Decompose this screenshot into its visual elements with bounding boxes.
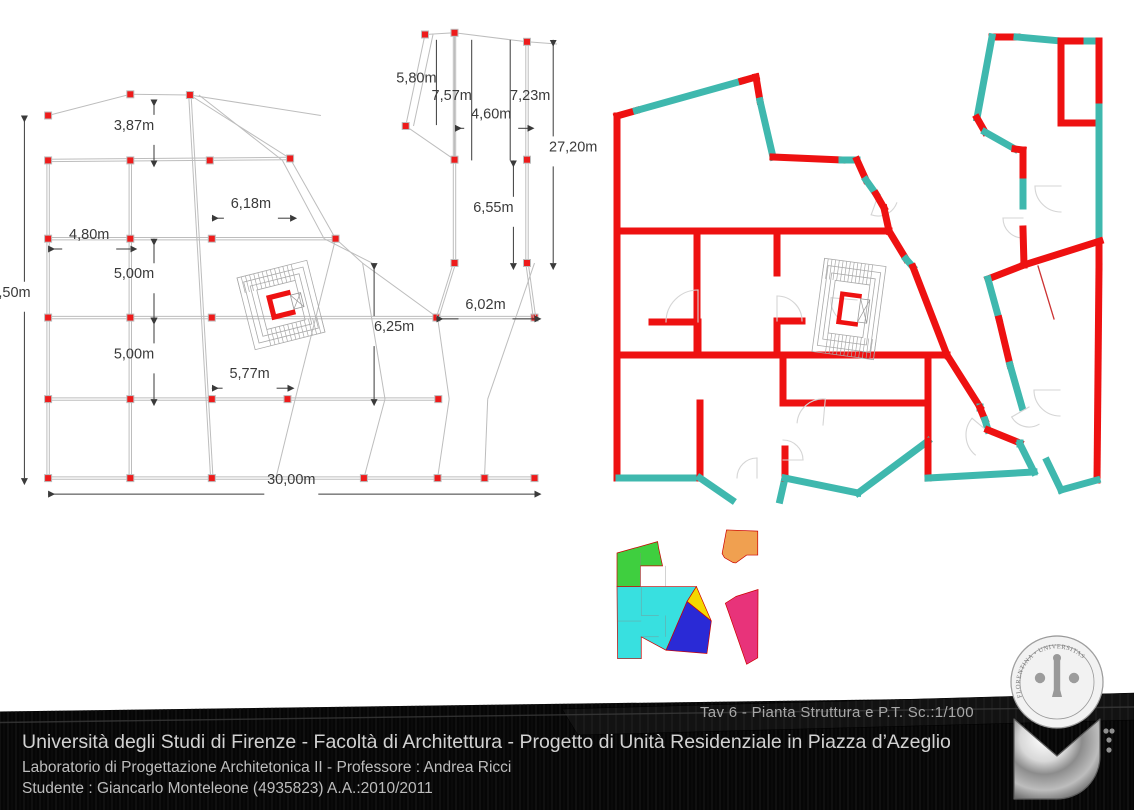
svg-text:6,02m: 6,02m (465, 297, 505, 313)
svg-text:30,00m: 30,00m (267, 472, 315, 488)
svg-text:27,20m: 27,20m (549, 139, 597, 155)
svg-text:4,80m: 4,80m (69, 227, 109, 243)
svg-text:22,50m: 22,50m (0, 285, 31, 301)
svg-text:4,60m: 4,60m (471, 106, 511, 122)
svg-text:6,55m: 6,55m (473, 200, 513, 216)
svg-text:3,87m: 3,87m (114, 118, 154, 134)
svg-text:5,77m: 5,77m (229, 366, 269, 382)
svg-text:5,80m: 5,80m (396, 71, 436, 87)
svg-text:5,00m: 5,00m (114, 346, 154, 362)
svg-text:6,18m: 6,18m (231, 196, 271, 212)
svg-text:5,00m: 5,00m (114, 266, 154, 282)
svg-text:6,25m: 6,25m (374, 319, 414, 335)
svg-text:7,57m: 7,57m (432, 88, 472, 104)
svg-text:7,23m: 7,23m (510, 88, 550, 104)
